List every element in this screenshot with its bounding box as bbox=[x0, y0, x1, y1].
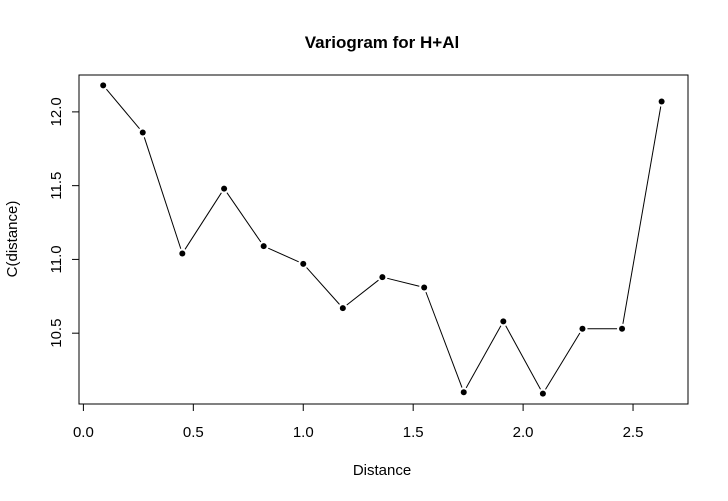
line-segment bbox=[268, 247, 299, 263]
y-tick-label: 11.5 bbox=[48, 172, 65, 200]
line-segment bbox=[346, 279, 379, 306]
x-tick-label: 2.5 bbox=[623, 424, 644, 441]
data-point bbox=[221, 185, 228, 192]
line-segment bbox=[143, 137, 182, 249]
line-segment bbox=[306, 267, 340, 305]
line-segment bbox=[387, 277, 420, 287]
data-point bbox=[100, 82, 107, 89]
chart-title: Variogram for H+Al bbox=[305, 33, 459, 52]
line-segment bbox=[184, 192, 222, 250]
data-point bbox=[658, 98, 665, 105]
x-tick-label: 2.0 bbox=[513, 424, 534, 441]
y-tick-label: 11.0 bbox=[48, 245, 65, 273]
x-tick-label: 0.5 bbox=[183, 424, 204, 441]
line-segment bbox=[425, 291, 463, 388]
line-segment bbox=[226, 192, 262, 243]
x-tick-label: 0.0 bbox=[73, 424, 94, 441]
line-segment bbox=[465, 325, 502, 389]
y-tick-label: 10.5 bbox=[48, 319, 65, 348]
line-segment bbox=[622, 106, 662, 324]
x-tick-label: 1.0 bbox=[293, 424, 314, 441]
y-tick-label: 12.0 bbox=[48, 97, 65, 126]
series-line bbox=[106, 88, 662, 390]
data-point bbox=[260, 243, 267, 250]
line-segment bbox=[106, 88, 140, 130]
line-segment bbox=[545, 332, 581, 390]
data-point bbox=[379, 274, 386, 281]
y-axis-label: C(distance) bbox=[4, 201, 21, 278]
y-axis: 10.5 11.0 11.5 12.0 bbox=[48, 97, 80, 348]
series-points bbox=[100, 82, 665, 397]
x-axis-label: Distance bbox=[353, 462, 411, 479]
plot-frame bbox=[78, 74, 689, 405]
data-point bbox=[619, 325, 626, 332]
data-point bbox=[500, 318, 507, 325]
data-point bbox=[579, 325, 586, 332]
data-point bbox=[179, 250, 186, 257]
line-segment bbox=[505, 325, 541, 390]
data-point bbox=[460, 389, 467, 396]
data-point bbox=[539, 390, 546, 397]
x-axis: 0.0 0.5 1.0 1.5 2.0 2.5 bbox=[73, 403, 644, 441]
x-tick-label: 1.5 bbox=[403, 424, 424, 441]
data-point bbox=[339, 305, 346, 312]
data-point bbox=[421, 284, 428, 291]
data-point bbox=[300, 260, 307, 267]
data-point bbox=[139, 129, 146, 136]
